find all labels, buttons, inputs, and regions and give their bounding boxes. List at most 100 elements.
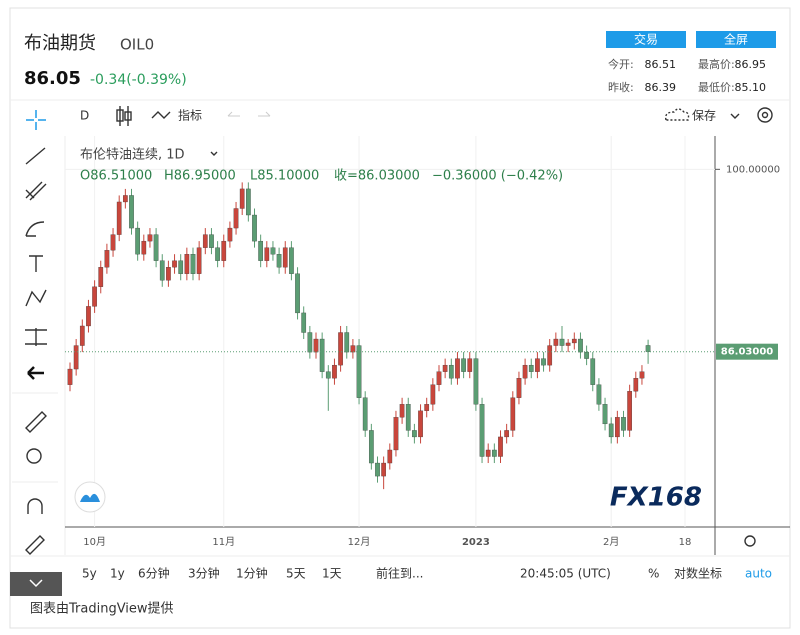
stat-value: 86.39 — [645, 81, 677, 94]
indicators[interactable]: 指标 — [178, 108, 202, 123]
pattern-tool[interactable] — [25, 289, 47, 307]
candle-body — [405, 404, 411, 431]
symbol-code: OIL0 — [120, 36, 154, 54]
measure-tool[interactable] — [25, 328, 47, 346]
candle-body — [596, 384, 602, 405]
undo-redo[interactable] — [227, 111, 271, 117]
candle-body — [602, 404, 608, 425]
range-button[interactable]: 1y — [110, 567, 125, 581]
candle-body — [590, 358, 596, 385]
goto[interactable]: 前往到... — [376, 566, 423, 581]
candle-body — [98, 267, 104, 287]
candle-body — [541, 358, 546, 366]
candle-body — [221, 240, 227, 261]
lock-tool[interactable] — [25, 535, 45, 555]
candle-body — [448, 364, 454, 379]
candle-body — [535, 358, 540, 372]
candle-body — [461, 358, 466, 372]
tv-logo-mark — [80, 493, 100, 502]
settings-icon-center — [761, 111, 769, 119]
candle-body — [86, 306, 91, 327]
candle-body — [553, 338, 559, 346]
interval[interactable]: D — [80, 109, 89, 123]
candle-body — [332, 364, 337, 379]
trade-button[interactable] — [606, 31, 686, 48]
candle-body — [67, 368, 73, 385]
frame — [9, 7, 791, 629]
candle-icon[interactable] — [116, 106, 132, 126]
x-tick-label: 10月 — [83, 536, 106, 548]
range-button[interactable]: 6分钟 — [138, 566, 170, 581]
percent-toggle[interactable]: % — [648, 567, 659, 581]
ohlc-legend: O86.51000 — [80, 169, 152, 184]
ruler-tool[interactable] — [25, 411, 47, 433]
candle-body — [338, 332, 343, 366]
candle-body — [159, 260, 165, 281]
clock[interactable]: 20:45:05 (UTC) — [520, 567, 611, 581]
title-dropdown[interactable] — [210, 151, 218, 156]
candle-body — [239, 188, 245, 209]
candle-body — [430, 384, 436, 405]
candle-body — [565, 342, 571, 346]
candle-body — [387, 449, 393, 464]
candle-body — [381, 462, 387, 477]
candle-body — [227, 227, 233, 242]
candle-body — [639, 371, 645, 379]
candle-body — [319, 338, 325, 372]
collapse-icon — [29, 579, 43, 588]
crosshair-tool[interactable] — [26, 110, 46, 130]
candle-body — [166, 267, 171, 281]
tv-logo[interactable] — [74, 481, 106, 513]
range-button[interactable]: 1天 — [322, 567, 342, 581]
settings-icon[interactable] — [757, 107, 773, 123]
fib-tool[interactable] — [25, 181, 47, 201]
zoom-tool[interactable] — [26, 448, 42, 464]
fullscreen-button[interactable] — [696, 31, 776, 48]
candle-body — [491, 449, 497, 457]
candle-body — [479, 404, 485, 457]
stat-value: 86.51 — [645, 58, 677, 71]
stat-label: 昨收: — [608, 80, 634, 94]
candle-body — [307, 332, 313, 353]
back-tool[interactable] — [27, 366, 44, 380]
trade-button-label: 交易 — [634, 32, 658, 47]
magnet-tool[interactable] — [27, 498, 43, 514]
axis-settings[interactable] — [744, 535, 756, 547]
ohlc-legend: 收=86.03000 — [334, 169, 420, 184]
stat-label: 最低价: — [698, 81, 735, 94]
text-tool[interactable] — [29, 255, 43, 272]
range-button[interactable]: 3分钟 — [188, 566, 220, 581]
candle-body — [233, 208, 239, 229]
candle-body — [104, 250, 110, 268]
candle-body — [584, 351, 589, 359]
candle-body — [473, 358, 479, 405]
candle-body — [393, 417, 399, 451]
last-price-label: 86.03000 — [721, 347, 774, 358]
candle-body — [79, 325, 85, 346]
collapse-button[interactable] — [10, 572, 62, 596]
candle-body — [608, 423, 614, 438]
candle-body — [485, 449, 491, 457]
auto-toggle[interactable]: auto — [745, 567, 772, 581]
candle-body — [436, 371, 442, 385]
candle-body — [633, 378, 639, 392]
save-dropdown[interactable] — [730, 113, 740, 119]
left-toolbar — [10, 110, 62, 596]
y-tick-label: 100.00000 — [726, 164, 780, 175]
candle-body — [350, 345, 356, 353]
indicator-icon[interactable] — [151, 111, 171, 119]
candle-body — [571, 338, 577, 344]
range-button[interactable]: 5天 — [286, 567, 306, 581]
line-tool[interactable] — [25, 147, 46, 165]
range-button[interactable]: 1分钟 — [236, 566, 268, 581]
range-button[interactable]: 5y — [82, 567, 97, 581]
candle-body — [399, 404, 405, 418]
save[interactable]: 保存 — [692, 109, 716, 123]
candle-body — [190, 254, 196, 274]
log-toggle[interactable]: 对数坐标 — [674, 566, 722, 581]
candle-body — [295, 273, 300, 314]
brush-tool[interactable] — [25, 221, 45, 237]
candle-body — [313, 338, 319, 353]
candle-body — [412, 430, 417, 438]
